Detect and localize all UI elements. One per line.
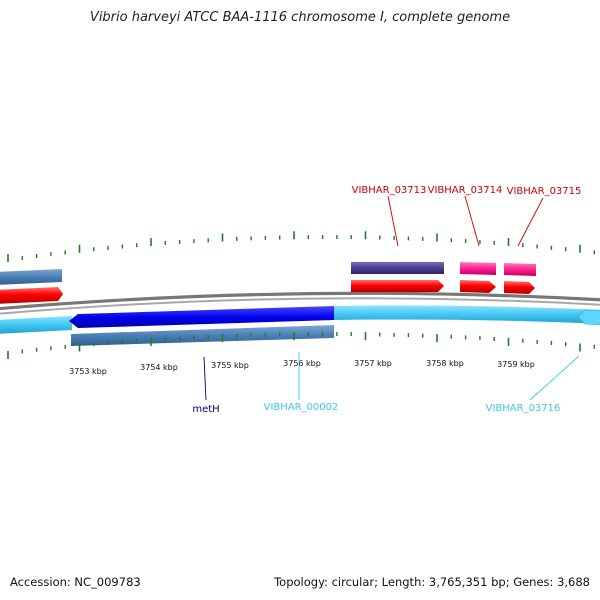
gene-label-vibhar-03716[interactable]: VIBHAR_03716 [486, 403, 561, 414]
scale-label: 3756 kbp [283, 359, 321, 368]
cds-arrow-vibhar-03714[interactable] [460, 280, 496, 293]
gene-label-vibhar-03715[interactable]: VIBHAR_03715 [507, 186, 582, 197]
tick-track-upper [7, 231, 595, 262]
tick-track-lower [7, 332, 595, 359]
topology-text: Topology: circular; Length: 3,765,351 bp… [274, 575, 590, 589]
leader-vibhar-03714 [464, 195, 480, 247]
gene-label-meth[interactable]: metH [192, 404, 219, 415]
scale-label: 3758 kbp [426, 359, 464, 368]
scale-label: 3759 kbp [497, 360, 535, 369]
gene-label-vibhar-03713[interactable]: VIBHAR_03713 [352, 185, 427, 196]
cds-arrow-vibhar-00002[interactable] [334, 305, 600, 325]
leader-meth [203, 356, 207, 401]
leader-vibhar-03713 [387, 195, 399, 247]
gene-block-vibhar-03713[interactable] [351, 262, 444, 274]
cds-arrow-left-top[interactable] [0, 287, 63, 304]
gene-label-vibhar-03714[interactable]: VIBHAR_03714 [428, 185, 503, 196]
scale-label: 3755 kbp [211, 361, 249, 370]
leader-lines [203, 195, 580, 401]
backbone-inner [0, 297, 600, 315]
map-title: Vibrio harveyi ATCC BAA-1116 chromosome … [89, 10, 511, 25]
cds-arrow-vibhar-03713[interactable] [351, 280, 444, 292]
gene-label-vibhar-00002[interactable]: VIBHAR_00002 [264, 402, 339, 413]
scale-label: 3753 kbp [69, 367, 107, 376]
accession-text: Accession: NC_009783 [10, 575, 141, 589]
scale-label: 3754 kbp [140, 363, 178, 372]
scale-labels: 3753 kbp 3754 kbp 3755 kbp 3756 kbp 3757… [69, 359, 535, 376]
gene-block-vibhar-03715[interactable] [504, 263, 536, 276]
scale-label: 3757 kbp [354, 359, 392, 368]
gene-block-vibhar-03714[interactable] [460, 262, 496, 275]
cds-arrow-vibhar-03716[interactable] [577, 309, 600, 326]
backbone-outer [0, 291, 600, 311]
cds-arrow-meth[interactable] [69, 306, 334, 328]
gene-block-left-top[interactable] [0, 269, 62, 285]
cds-arrow-vibhar-03715[interactable] [504, 281, 535, 294]
cds-arrow-cyan-left[interactable] [0, 316, 72, 334]
leader-vibhar-03715 [517, 197, 544, 247]
leader-vibhar-03716 [529, 355, 580, 401]
